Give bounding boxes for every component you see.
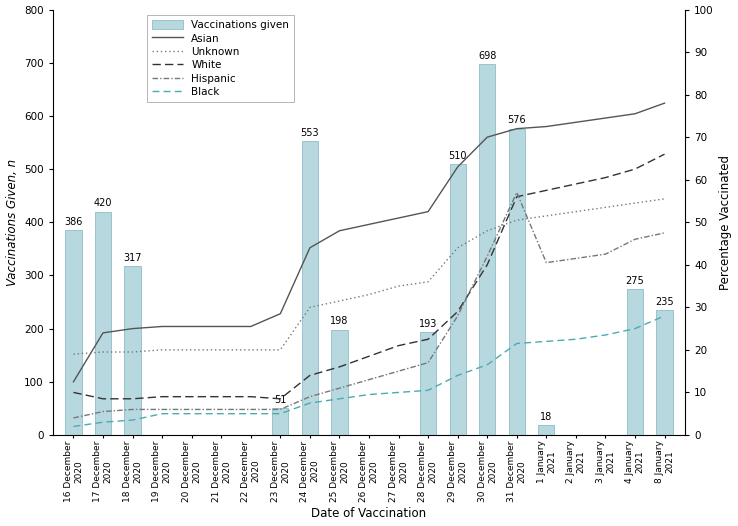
Text: 235: 235 bbox=[655, 297, 674, 307]
Bar bbox=[331, 330, 348, 435]
Y-axis label: Vaccinations Given, n: Vaccinations Given, n bbox=[6, 159, 18, 286]
Bar bbox=[479, 64, 495, 435]
Text: 51: 51 bbox=[274, 394, 286, 404]
Bar bbox=[420, 332, 436, 435]
Text: 420: 420 bbox=[94, 198, 112, 208]
Text: 386: 386 bbox=[64, 217, 83, 227]
Bar bbox=[538, 426, 554, 435]
Text: 553: 553 bbox=[300, 128, 320, 138]
Bar bbox=[449, 164, 466, 435]
Bar bbox=[302, 141, 318, 435]
Text: 275: 275 bbox=[626, 276, 644, 286]
Bar bbox=[656, 310, 672, 435]
Text: 698: 698 bbox=[478, 50, 497, 60]
Bar bbox=[125, 266, 141, 435]
Bar bbox=[272, 408, 289, 435]
Y-axis label: Percentage Vaccinated: Percentage Vaccinated bbox=[720, 155, 732, 290]
Bar bbox=[66, 230, 82, 435]
Text: 198: 198 bbox=[331, 317, 348, 327]
Text: 317: 317 bbox=[123, 253, 142, 263]
Bar bbox=[508, 129, 525, 435]
Bar bbox=[95, 211, 111, 435]
Text: 510: 510 bbox=[449, 150, 467, 160]
X-axis label: Date of Vaccination: Date of Vaccination bbox=[311, 508, 427, 520]
Text: 576: 576 bbox=[508, 116, 526, 126]
Legend: Vaccinations given, Asian, Unknown, White, Hispanic, Black: Vaccinations given, Asian, Unknown, Whit… bbox=[147, 15, 294, 102]
Text: 193: 193 bbox=[419, 319, 438, 329]
Bar bbox=[627, 289, 643, 435]
Text: 18: 18 bbox=[540, 412, 553, 422]
